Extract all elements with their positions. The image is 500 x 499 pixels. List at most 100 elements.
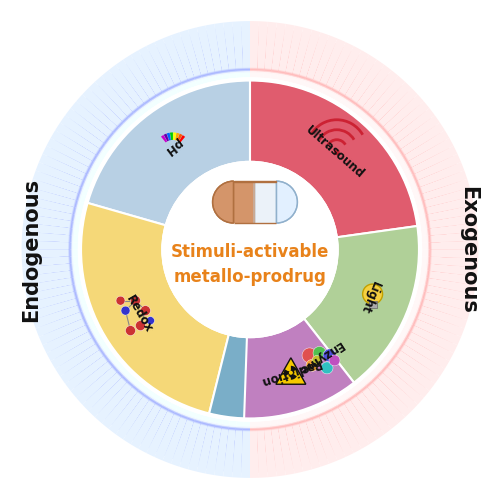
Wedge shape [103, 377, 128, 402]
Wedge shape [372, 104, 390, 123]
Wedge shape [398, 145, 410, 156]
Wedge shape [48, 176, 80, 194]
Wedge shape [354, 106, 360, 110]
Wedge shape [428, 256, 442, 264]
Wedge shape [23, 271, 70, 285]
Wedge shape [391, 124, 414, 144]
Wedge shape [326, 61, 344, 89]
Wedge shape [53, 291, 77, 304]
Wedge shape [422, 299, 460, 317]
Wedge shape [404, 338, 431, 358]
Wedge shape [168, 417, 188, 450]
Wedge shape [430, 241, 463, 250]
Wedge shape [390, 354, 402, 366]
Wedge shape [428, 271, 462, 283]
Wedge shape [167, 412, 182, 432]
Wedge shape [72, 243, 73, 250]
Wedge shape [384, 94, 424, 131]
Wedge shape [401, 344, 440, 374]
Wedge shape [382, 366, 404, 387]
Wedge shape [264, 430, 276, 472]
Wedge shape [154, 56, 174, 88]
Wedge shape [416, 312, 440, 327]
Wedge shape [344, 81, 360, 100]
Wedge shape [129, 63, 156, 99]
Wedge shape [427, 278, 460, 291]
Wedge shape [264, 57, 272, 72]
Wedge shape [128, 385, 140, 397]
Wedge shape [79, 195, 82, 202]
Wedge shape [172, 76, 181, 87]
Wedge shape [110, 359, 115, 365]
Wedge shape [52, 242, 70, 250]
Wedge shape [368, 76, 405, 116]
Wedge shape [420, 305, 458, 325]
Wedge shape [195, 418, 202, 421]
Wedge shape [116, 59, 149, 102]
Wedge shape [431, 250, 468, 258]
Wedge shape [285, 424, 298, 449]
Wedge shape [154, 415, 180, 461]
Wedge shape [410, 325, 439, 344]
Wedge shape [424, 193, 452, 208]
Wedge shape [69, 270, 74, 278]
Wedge shape [366, 107, 378, 118]
Wedge shape [178, 419, 194, 447]
Wedge shape [331, 405, 342, 417]
Wedge shape [172, 59, 188, 83]
Wedge shape [376, 124, 380, 129]
Wedge shape [208, 427, 222, 460]
Wedge shape [216, 38, 229, 71]
Wedge shape [42, 263, 71, 274]
Wedge shape [206, 29, 222, 71]
Wedge shape [271, 53, 281, 72]
Wedge shape [82, 140, 101, 156]
Wedge shape [165, 409, 175, 420]
Wedge shape [94, 139, 106, 150]
Wedge shape [48, 305, 80, 323]
Wedge shape [235, 428, 243, 442]
Wedge shape [78, 337, 97, 353]
Wedge shape [382, 115, 400, 133]
Wedge shape [38, 225, 70, 236]
Wedge shape [278, 426, 290, 455]
Wedge shape [38, 305, 80, 327]
Wedge shape [264, 68, 272, 73]
Wedge shape [381, 126, 388, 134]
Wedge shape [362, 90, 382, 113]
Wedge shape [408, 148, 436, 168]
Wedge shape [146, 407, 168, 439]
Wedge shape [408, 140, 449, 167]
Wedge shape [332, 407, 351, 435]
Wedge shape [430, 256, 452, 265]
Wedge shape [421, 298, 445, 312]
Wedge shape [86, 133, 105, 150]
Wedge shape [98, 348, 106, 357]
Wedge shape [48, 158, 86, 180]
Wedge shape [82, 337, 98, 350]
Wedge shape [414, 296, 420, 304]
Wedge shape [162, 418, 187, 464]
Wedge shape [152, 402, 163, 413]
Wedge shape [320, 414, 344, 456]
Wedge shape [114, 376, 128, 391]
Wedge shape [44, 319, 85, 343]
Wedge shape [404, 136, 440, 161]
Wedge shape [224, 27, 236, 69]
Wedge shape [46, 166, 82, 187]
Wedge shape [318, 85, 324, 88]
Wedge shape [72, 134, 100, 155]
Wedge shape [278, 54, 288, 73]
Wedge shape [52, 256, 71, 265]
Wedge shape [299, 422, 318, 460]
Wedge shape [338, 59, 364, 95]
Wedge shape [242, 31, 250, 68]
Wedge shape [54, 277, 74, 288]
Wedge shape [404, 169, 411, 178]
Wedge shape [210, 426, 222, 455]
Wedge shape [345, 55, 377, 98]
Wedge shape [324, 408, 330, 411]
Wedge shape [74, 356, 108, 385]
Text: Ultrasound: Ultrasound [302, 124, 366, 182]
Wedge shape [73, 256, 78, 263]
